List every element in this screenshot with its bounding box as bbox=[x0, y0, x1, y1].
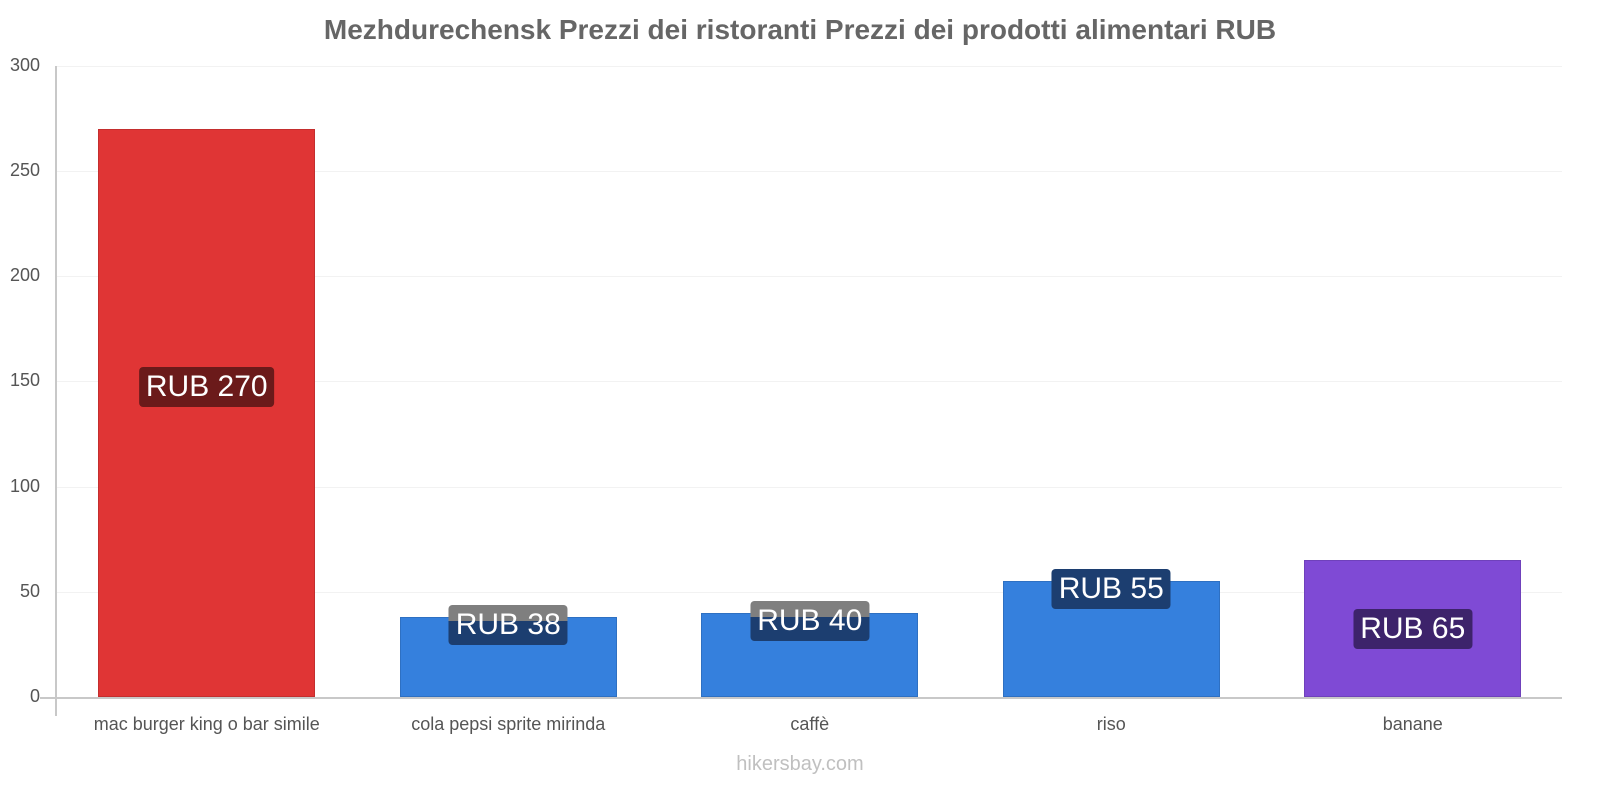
y-axis bbox=[55, 66, 57, 716]
x-axis bbox=[40, 697, 1562, 699]
y-tick-label: 50 bbox=[19, 581, 40, 601]
y-tick-label: 300 bbox=[9, 55, 40, 75]
chart-title: Mezhdurechensk Prezzi dei ristoranti Pre… bbox=[323, 14, 1277, 45]
y-tick-label: 100 bbox=[9, 476, 40, 496]
y-tick-label: 250 bbox=[9, 160, 40, 180]
y-tick-label: 200 bbox=[9, 265, 40, 285]
x-tick-label: riso bbox=[1096, 714, 1126, 734]
x-tick-label: banane bbox=[1382, 714, 1443, 734]
x-tick-label: caffè bbox=[790, 714, 830, 734]
y-tick-label: 0 bbox=[29, 686, 40, 706]
y-tick-label: 150 bbox=[9, 370, 40, 390]
x-tick-label: mac burger king o bar simile bbox=[93, 714, 320, 734]
watermark: hikersbay.com bbox=[736, 753, 864, 775]
gridline bbox=[56, 276, 1562, 277]
data-label: RUB 55 bbox=[1051, 569, 1171, 610]
data-label: RUB 40 bbox=[750, 600, 870, 641]
gridline bbox=[56, 66, 1562, 67]
data-label: RUB 38 bbox=[448, 605, 568, 646]
gridline bbox=[56, 381, 1562, 382]
gridline bbox=[56, 487, 1562, 488]
x-tick-label: cola pepsi sprite mirinda bbox=[411, 714, 606, 734]
data-label: RUB 270 bbox=[138, 367, 275, 408]
gridline bbox=[56, 171, 1562, 172]
gridline bbox=[56, 592, 1562, 593]
bar bbox=[98, 129, 316, 697]
data-label: RUB 65 bbox=[1353, 608, 1473, 649]
